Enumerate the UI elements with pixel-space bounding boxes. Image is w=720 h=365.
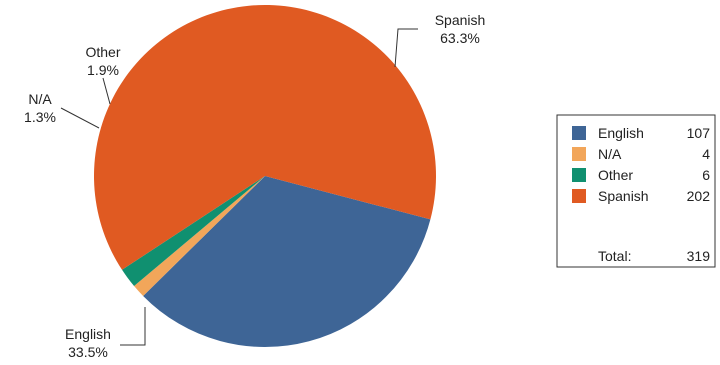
legend-label: English xyxy=(598,125,644,141)
legend-swatch xyxy=(572,147,586,161)
leader-line-n-a xyxy=(60,107,100,129)
slice-label-name: N/A xyxy=(28,91,52,107)
legend-total-label: Total: xyxy=(598,248,631,264)
slice-label-name: Other xyxy=(85,44,120,60)
legend-total-value: 319 xyxy=(687,248,711,264)
legend-label: Other xyxy=(598,167,633,183)
pie-slice-n-a xyxy=(134,176,265,296)
legend-value: 107 xyxy=(687,125,711,141)
legend-swatch xyxy=(572,126,586,140)
slice-label-percent: 33.5% xyxy=(68,344,108,360)
slice-label-name: Spanish xyxy=(435,12,486,28)
leader-line-english xyxy=(120,307,146,346)
legend-swatch xyxy=(572,168,586,182)
slice-label-percent: 63.3% xyxy=(440,30,480,46)
slice-label-percent: 1.9% xyxy=(87,62,119,78)
leader-line-other xyxy=(102,77,111,105)
pie-slice-other xyxy=(122,176,266,286)
slice-labels: English 33.5% N/A 1.3% Other 1.9% Spanish 63.3% xyxy=(24,12,485,360)
pie-slice-english xyxy=(143,176,431,348)
legend-rows: English 107 N/A 4 Other 6 Spanish 202 xyxy=(572,125,710,204)
leader-line-spanish xyxy=(394,28,418,68)
legend-label: N/A xyxy=(598,146,622,162)
legend-label: Spanish xyxy=(598,188,649,204)
legend-value: 202 xyxy=(687,188,711,204)
slice-label-name: English xyxy=(65,326,111,342)
legend-value: 4 xyxy=(702,146,710,162)
slice-label-percent: 1.3% xyxy=(24,109,56,125)
pie-slice-spanish xyxy=(93,4,436,270)
legend: English 107 N/A 4 Other 6 Spanish 202 Total: 31… xyxy=(556,114,716,268)
pie-slices xyxy=(93,4,436,348)
legend-value: 6 xyxy=(702,167,710,183)
legend-swatch xyxy=(572,189,586,203)
leader-lines xyxy=(60,28,418,346)
